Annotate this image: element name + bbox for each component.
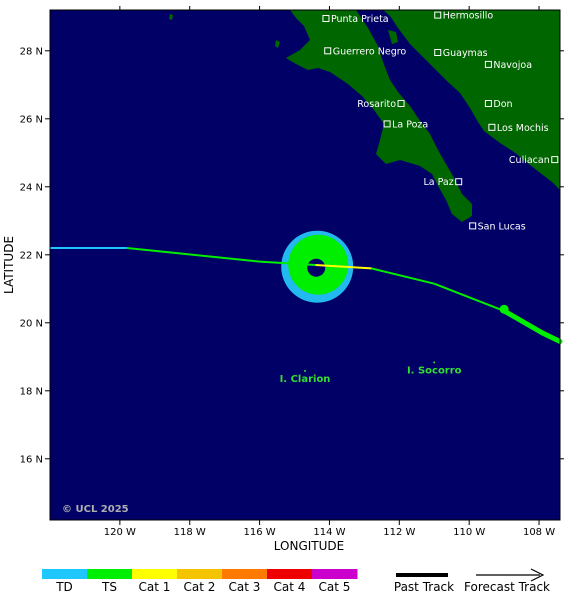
past-track-segment [126, 247, 260, 263]
legend-swatch [177, 569, 223, 579]
lon-tick-label: 120 W [104, 527, 136, 538]
lat-tick-label: 24 N [20, 182, 43, 193]
lon-tick-label: 108 W [523, 527, 555, 538]
city-marker [324, 47, 332, 55]
island-dot [304, 369, 306, 372]
city-marker [397, 100, 405, 107]
legend-category-label: TS [101, 580, 117, 594]
city-label: Los Mochis [497, 123, 549, 134]
y-axis-title: LATITUDE [2, 236, 16, 294]
land-group [169, 10, 560, 222]
city-marker [551, 156, 559, 164]
legend-swatch [87, 569, 133, 579]
city-label: La Poza [392, 119, 428, 130]
legend-category-label: Cat 3 [229, 580, 261, 594]
small-island [169, 14, 173, 20]
cities-layer: Punta Prieta Hermosillo Guerrero Negro Guay… [322, 11, 559, 232]
legend-category-label: Cat 5 [319, 580, 351, 594]
city-marker [469, 222, 477, 230]
legend-swatch [312, 569, 358, 579]
lon-tick-label: 110 W [453, 527, 485, 538]
past-track-segment [371, 267, 435, 285]
legend-swatch [42, 569, 88, 579]
city-marker [488, 123, 496, 131]
island-label: I. Socorro [407, 365, 462, 376]
legend-swatch [132, 569, 178, 579]
city-label: Punta Prieta [331, 14, 389, 25]
legend: TD TS Cat 1 Cat 2 Cat 3 Cat 4 Cat 5 Past Track F… [42, 568, 550, 594]
city-marker [434, 11, 442, 19]
storm-layer [50, 230, 563, 344]
city-label: San Lucas [478, 221, 526, 232]
lon-tick-label: 118 W [174, 527, 206, 538]
baja-peninsula [286, 10, 472, 222]
legend-swatch [222, 569, 268, 579]
axis-layer: 120 W 118 W 116 W 114 W 112 W 110 W 108 W 28 N 2… [20, 6, 564, 538]
lon-tick-label: 112 W [383, 527, 415, 538]
lon-tick-label: 114 W [313, 527, 345, 538]
lat-tick-label: 28 N [20, 46, 43, 57]
city-label: La Paz [423, 177, 453, 188]
forecast-track [501, 308, 563, 344]
storm-eye [307, 258, 326, 277]
legend-category-label: TD [55, 580, 73, 594]
past-track-segment [315, 264, 372, 270]
past-track-segment [433, 282, 505, 312]
lat-tick-label: 16 N [20, 454, 43, 465]
city-label: Don [493, 99, 512, 110]
island-dot [433, 361, 436, 364]
legend-category-label: Cat 4 [274, 580, 306, 594]
gulf-island [388, 30, 398, 44]
city-marker [383, 120, 391, 128]
city-label: Navojoa [493, 60, 532, 71]
small-island [275, 40, 280, 48]
lat-tick-label: 20 N [20, 318, 43, 329]
lat-tick-label: 22 N [20, 250, 43, 261]
legend-swatch [267, 569, 313, 579]
city-label: Hermosillo [443, 11, 494, 22]
city-marker [455, 178, 463, 186]
city-marker [322, 15, 330, 22]
lat-tick-label: 18 N [20, 386, 43, 397]
city-marker [434, 49, 442, 56]
forecast-track-legend-label: Forecast Track [464, 580, 550, 594]
city-label: Rosarito [357, 99, 396, 110]
legend-category-label: Cat 2 [184, 580, 216, 594]
copyright-label: © UCL 2025 [62, 504, 129, 515]
city-label: Guaymas [443, 48, 488, 59]
islands-layer: I. Clarion I. Socorro [280, 361, 462, 385]
city-label: Guerrero Negro [333, 46, 407, 57]
past-track-segment [259, 260, 316, 266]
city-marker [484, 100, 492, 107]
lon-tick-label: 116 W [244, 527, 276, 538]
legend-category-label: Cat 1 [139, 580, 171, 594]
island-label: I. Clarion [280, 374, 331, 385]
forecast-point [499, 304, 509, 314]
map-frame [49, 9, 561, 521]
past-track-legend-label: Past Track [394, 580, 454, 594]
city-label: Culiacan [509, 155, 550, 166]
x-axis-title: LONGITUDE [274, 539, 344, 553]
forecast-track-arrowhead [530, 568, 545, 582]
mainland-mexico [383, 10, 560, 190]
city-marker [484, 60, 492, 68]
lat-tick-label: 26 N [20, 114, 43, 125]
